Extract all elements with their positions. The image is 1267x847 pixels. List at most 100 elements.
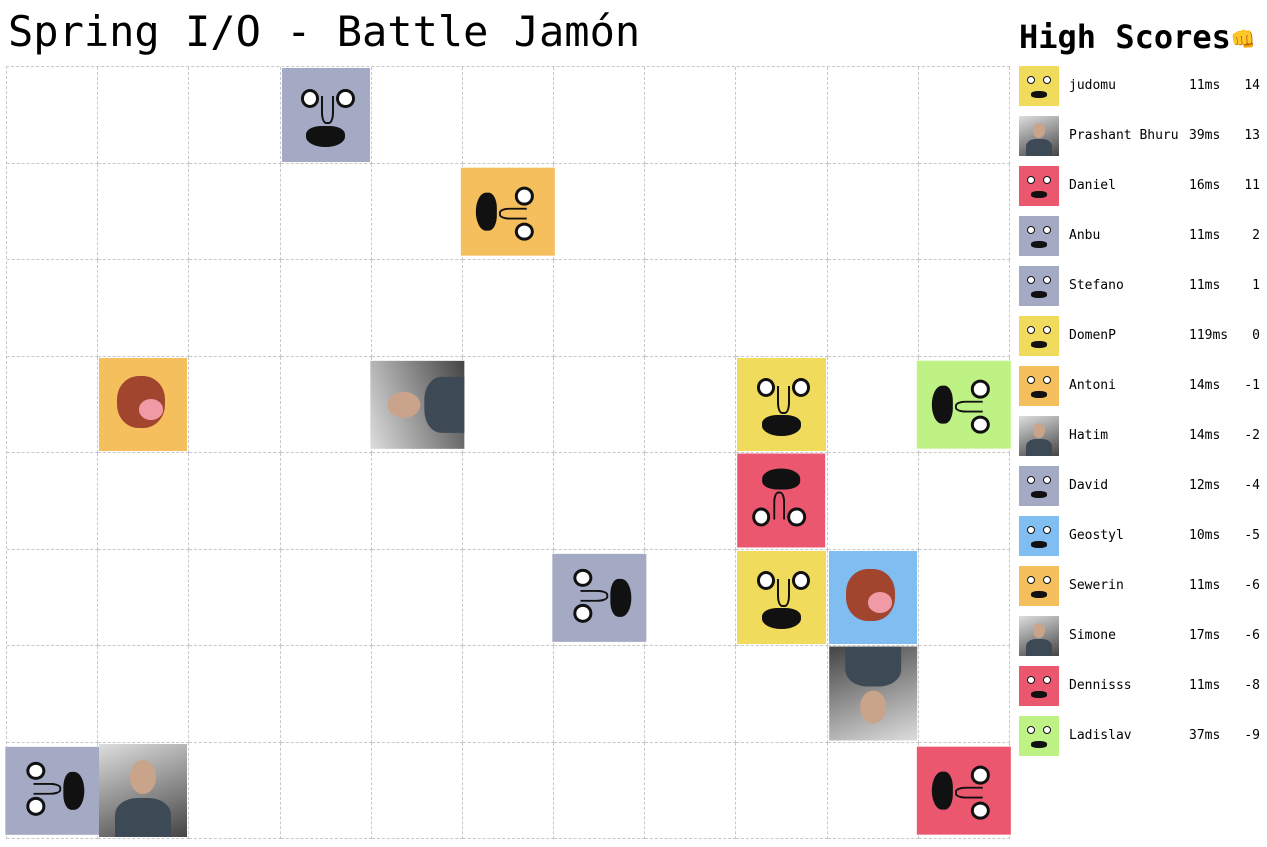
photo-piece[interactable] (828, 647, 917, 741)
board-cell[interactable] (371, 163, 463, 260)
face-piece[interactable] (552, 553, 646, 642)
board-cell[interactable] (645, 163, 737, 260)
photo-piece[interactable] (370, 360, 464, 449)
board-cell[interactable] (280, 742, 372, 839)
board-cell[interactable] (7, 453, 99, 550)
board-cell[interactable] (736, 163, 828, 260)
board-cell[interactable] (554, 260, 646, 357)
board-cell[interactable] (7, 260, 99, 357)
board-cell[interactable] (554, 646, 646, 743)
ham-piece[interactable] (828, 550, 917, 644)
ham-piece[interactable] (99, 357, 188, 451)
board-cell[interactable] (918, 549, 1010, 646)
board-cell[interactable] (918, 646, 1010, 743)
board-cell[interactable] (736, 453, 828, 550)
board-cell[interactable] (189, 356, 281, 453)
board-cell[interactable] (554, 163, 646, 260)
board-cell[interactable] (827, 742, 919, 839)
board-cell[interactable] (461, 163, 555, 260)
face-piece[interactable] (917, 746, 1011, 835)
board-cell[interactable] (189, 163, 281, 260)
board-cell[interactable] (462, 67, 555, 164)
board-cell[interactable] (189, 260, 281, 357)
board-cell[interactable] (554, 742, 646, 839)
board-cell[interactable] (827, 356, 919, 453)
board-cell[interactable] (827, 163, 919, 260)
board-cell[interactable] (552, 549, 646, 646)
board-cell[interactable] (7, 163, 99, 260)
board-cell[interactable] (371, 453, 463, 550)
board-cell[interactable] (98, 646, 190, 743)
board-cell[interactable] (98, 67, 190, 164)
board-cell[interactable] (98, 356, 190, 453)
board-cell[interactable] (462, 453, 555, 550)
board-cell[interactable] (827, 453, 919, 550)
board-cell[interactable] (462, 549, 555, 646)
board-cell[interactable] (736, 549, 828, 646)
board-cell[interactable] (7, 646, 99, 743)
board-cell[interactable] (280, 549, 372, 646)
board-cell[interactable] (98, 742, 190, 839)
board-cell[interactable] (736, 742, 828, 839)
board-cell[interactable] (645, 453, 737, 550)
game-board[interactable] (5, 66, 1011, 839)
board-cell[interactable] (371, 742, 463, 839)
board-cell[interactable] (98, 453, 190, 550)
board-cell[interactable] (371, 67, 463, 164)
board-cell[interactable] (645, 260, 737, 357)
board-cell[interactable] (918, 163, 1010, 260)
board-cell[interactable] (98, 260, 190, 357)
board-cell[interactable] (189, 742, 281, 839)
face-piece[interactable] (737, 357, 826, 451)
board-cell[interactable] (554, 67, 646, 164)
board-cell[interactable] (371, 646, 463, 743)
board-cell[interactable] (645, 356, 737, 453)
board-cell[interactable] (917, 356, 1011, 453)
board-cell[interactable] (7, 356, 99, 453)
board-cell[interactable] (462, 646, 555, 743)
board-cell[interactable] (462, 260, 555, 357)
board-cell[interactable] (462, 356, 555, 453)
board-cell[interactable] (371, 260, 463, 357)
board-cell[interactable] (189, 646, 281, 743)
board-cell[interactable] (736, 260, 828, 357)
board-cell[interactable] (189, 67, 281, 164)
board-cell[interactable] (98, 549, 190, 646)
board-cell[interactable] (917, 742, 1011, 839)
board-cell[interactable] (5, 742, 99, 839)
board-cell[interactable] (280, 356, 372, 453)
board-cell[interactable] (554, 356, 646, 453)
board-cell[interactable] (280, 163, 372, 260)
board-cell[interactable] (280, 453, 372, 550)
board-cell[interactable] (918, 260, 1010, 357)
photo-piece[interactable] (99, 743, 188, 837)
board-cell[interactable] (827, 260, 919, 357)
board-cell[interactable] (645, 67, 737, 164)
board-cell[interactable] (918, 67, 1010, 164)
board-cell[interactable] (98, 163, 190, 260)
board-cell[interactable] (462, 742, 555, 839)
board-cell[interactable] (827, 67, 919, 164)
board-cell[interactable] (280, 67, 372, 164)
board-cell[interactable] (918, 453, 1010, 550)
board-cell[interactable] (645, 646, 737, 743)
board-cell[interactable] (827, 646, 919, 743)
board-cell[interactable] (645, 549, 737, 646)
board-cell[interactable] (280, 646, 372, 743)
board-cell[interactable] (645, 742, 737, 839)
face-piece[interactable] (5, 746, 99, 835)
face-piece[interactable] (737, 454, 826, 548)
board-cell[interactable] (827, 549, 919, 646)
board-cell[interactable] (554, 453, 646, 550)
board-cell[interactable] (7, 67, 99, 164)
face-piece[interactable] (737, 550, 826, 644)
board-cell[interactable] (189, 453, 281, 550)
face-piece[interactable] (461, 167, 555, 256)
board-cell[interactable] (736, 67, 828, 164)
board-cell[interactable] (370, 356, 464, 453)
board-cell[interactable] (280, 260, 372, 357)
board-cell[interactable] (371, 549, 463, 646)
board-cell[interactable] (736, 356, 828, 453)
board-cell[interactable] (7, 549, 99, 646)
board-cell[interactable] (736, 646, 828, 743)
